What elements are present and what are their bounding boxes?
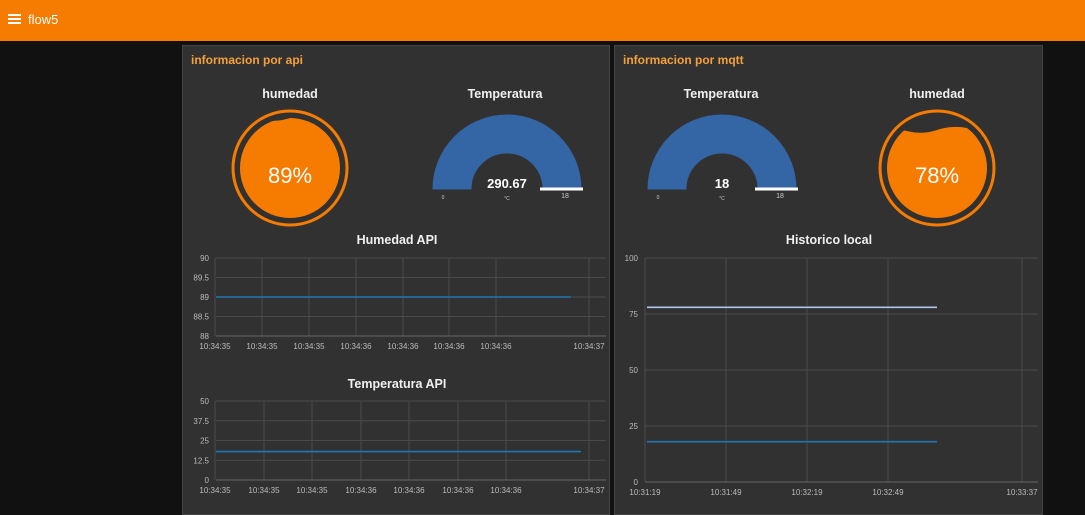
historico-local-chart: 100 75 50 25 010:31:19 10:31:49 10:32:19 10:32:… xyxy=(625,254,1038,497)
x-tick-label: 10:34:36 xyxy=(442,486,474,495)
x-tick-label: 10:34:35 xyxy=(296,486,328,495)
humidity-gauge-title: humedad xyxy=(262,87,318,101)
y-tick-label: 75 xyxy=(629,310,638,319)
temperature-value: 18 xyxy=(715,176,729,191)
x-tick-label: 10:33:37 xyxy=(1006,488,1038,497)
temperature-gauge: 18 °C 0 18 xyxy=(647,114,798,202)
y-tick-label: 0 xyxy=(634,478,639,487)
x-tick-label: 10:34:35 xyxy=(293,342,325,351)
x-tick-label: 10:34:35 xyxy=(199,486,231,495)
x-tick-label: 10:31:19 xyxy=(629,488,661,497)
temperature-value: 290.67 xyxy=(487,176,527,191)
humidity-liquid-gauge: 89% xyxy=(231,109,349,227)
x-tick-label: 10:31:49 xyxy=(710,488,742,497)
y-tick-label: 89.5 xyxy=(193,274,209,283)
humidity-value: 89% xyxy=(268,163,312,188)
group-panel-mqtt: informacion por mqtt Temperatura 18 °C 0… xyxy=(614,45,1043,515)
gauge-min-label: 0 xyxy=(442,195,445,201)
x-tick-label: 10:34:36 xyxy=(387,342,419,351)
x-tick-label: 10:34:36 xyxy=(433,342,465,351)
y-tick-label: 12.5 xyxy=(193,456,209,465)
y-tick-label: 50 xyxy=(629,366,638,375)
chart-title: Historico local xyxy=(785,233,873,247)
x-tick-label: 10:34:35 xyxy=(246,342,278,351)
y-tick-label: 89 xyxy=(200,293,209,302)
y-tick-label: 50 xyxy=(200,397,209,406)
x-tick-label: 10:34:36 xyxy=(345,486,377,495)
temperature-gauge-title: Temperatura xyxy=(467,87,543,101)
y-tick-label: 90 xyxy=(200,254,209,263)
x-tick-label: 10:34:35 xyxy=(199,342,231,351)
humidity-value: 78% xyxy=(915,163,959,188)
x-tick-label: 10:34:36 xyxy=(393,486,425,495)
liquid-fill xyxy=(887,126,987,218)
y-tick-label: 88 xyxy=(200,332,209,341)
x-tick-label: 10:34:36 xyxy=(490,486,522,495)
x-tick-label: 10:34:37 xyxy=(573,486,605,495)
x-tick-label: 10:34:37 xyxy=(573,342,605,351)
liquid-fill xyxy=(240,118,340,218)
gauge-max-label: 18 xyxy=(776,193,784,200)
x-tick-label: 10:34:36 xyxy=(340,342,372,351)
y-tick-label: 88.5 xyxy=(193,313,209,322)
group-title: informacion por mqtt xyxy=(623,53,744,67)
x-tick-label: 10:34:35 xyxy=(248,486,280,495)
y-tick-label: 25 xyxy=(200,437,209,446)
group-panel-api: informacion por api humedad 89% Temperat… xyxy=(182,45,610,515)
temperature-gauge-title: Temperatura xyxy=(683,87,759,101)
top-bar: flow5 xyxy=(0,0,1085,41)
chart-title: Humedad API xyxy=(356,233,438,247)
x-tick-label: 10:32:19 xyxy=(791,488,823,497)
gauge-max-label: 18 xyxy=(561,193,569,200)
gauge-min-label: 0 xyxy=(657,195,660,201)
y-tick-label: 100 xyxy=(625,254,639,263)
y-tick-label: 37.5 xyxy=(193,417,209,426)
humidity-gauge-title: humedad xyxy=(909,87,965,101)
y-tick-label: 0 xyxy=(205,476,210,485)
x-tick-label: 10:32:49 xyxy=(872,488,904,497)
app-title: flow5 xyxy=(28,12,59,27)
temperature-unit: °C xyxy=(719,196,725,202)
x-tick-label: 10:34:36 xyxy=(480,342,512,351)
humidity-liquid-gauge: 78% xyxy=(878,109,996,227)
chart-title: Temperatura API xyxy=(347,377,447,391)
group-title: informacion por api xyxy=(191,53,304,67)
y-tick-label: 25 xyxy=(629,422,638,431)
temperature-unit: °C xyxy=(504,196,510,202)
hamburger-menu-icon[interactable] xyxy=(8,14,21,25)
temperature-gauge: 290.67 °C 0 18 xyxy=(432,114,583,202)
